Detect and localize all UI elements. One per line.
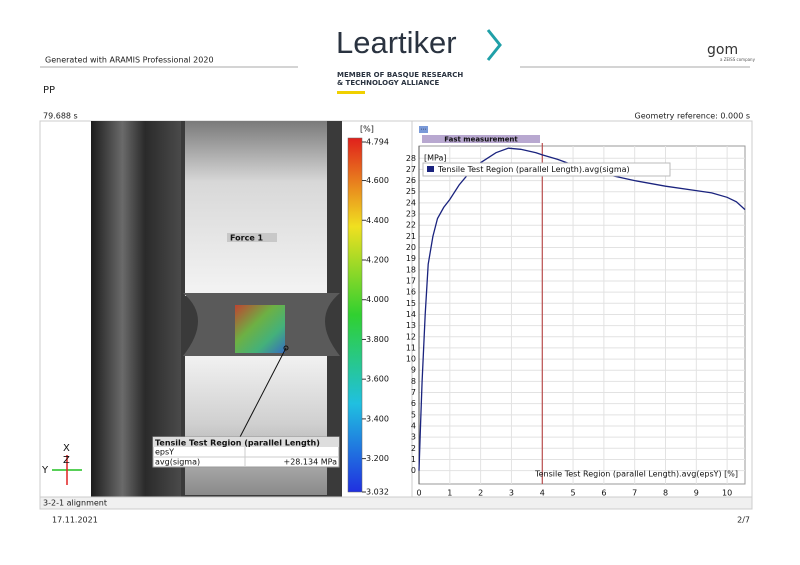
logo-chevron [486, 29, 502, 61]
probe-cell: +28.134 MPa [283, 458, 337, 467]
y-tick-label: 10 [406, 355, 416, 364]
x-tick-label: 7 [632, 489, 637, 498]
y-tick-label: 17 [406, 276, 416, 285]
colorbar-tick-label: 4.794 [366, 138, 389, 147]
colorbar-tick-label: 4.600 [366, 176, 389, 185]
y-tick-label: 5 [411, 410, 416, 419]
y-tick-label: 8 [411, 377, 416, 386]
strain-patch [235, 305, 285, 353]
x-tick-label: 9 [694, 489, 699, 498]
y-tick-label: 25 [406, 187, 416, 196]
stage-time: 79.688 s [43, 112, 78, 121]
axis-label: Y [41, 465, 49, 476]
y-tick-label: 6 [411, 399, 416, 408]
y-tick-label: 19 [406, 254, 416, 263]
colorbar [347, 137, 363, 493]
project: PP [43, 85, 55, 96]
x-tick-label: 1 [447, 489, 452, 498]
y-tick-label: 24 [406, 198, 416, 207]
axis-label: X [63, 443, 70, 454]
colorbar-tick-label: 4.200 [366, 255, 389, 264]
y-tick-label: 20 [406, 243, 416, 252]
x-tick-label: 0 [416, 489, 421, 498]
colorbar-tick-label: 3.032 [366, 488, 389, 497]
y-tick-label: 12 [406, 332, 416, 341]
geometry-reference: Geometry reference: 0.000 s [635, 112, 750, 121]
legend-swatch [427, 166, 434, 172]
image-shadow [91, 121, 181, 497]
colorbar-ticks: 4.794 4.600 4.400 4.200 4.000 3.800 3.600 3.400… [362, 138, 389, 497]
y-tick-label: 16 [406, 288, 416, 297]
colorbar-tick-label: 4.400 [366, 216, 389, 225]
x-tick-label: 4 [540, 489, 545, 498]
alignment: 3-2-1 alignment [43, 499, 107, 508]
x-tick-label: 8 [663, 489, 668, 498]
probe-cell: epsY [155, 448, 174, 457]
plot-area [418, 145, 746, 485]
y-tick-label: 1 [411, 455, 416, 464]
page-number: 2/7 [737, 516, 750, 525]
y-tick-label: 22 [406, 221, 416, 230]
y-tick-label: 15 [406, 299, 416, 308]
x-tick-label: 6 [601, 489, 606, 498]
image-upper [185, 121, 327, 296]
colorbar-tick-label: 3.800 [366, 335, 389, 344]
y-tick-label: 27 [406, 165, 416, 174]
force-tag [227, 233, 277, 242]
image-lower [185, 355, 327, 495]
y-tick-label: 11 [406, 343, 416, 352]
brand-sub: a ZEISS company [720, 57, 756, 62]
legend-label: Tensile Test Region (parallel Length).av… [437, 165, 630, 174]
probe-title: Tensile Test Region (parallel Length) [155, 439, 320, 448]
stage-bar [422, 135, 540, 143]
chart: 0123456789101112131415161718192021222324… [406, 125, 746, 498]
legend-box [422, 162, 671, 177]
x-tick-label: 2 [478, 489, 483, 498]
probe-point [283, 345, 289, 351]
generator: Generated with ARAMIS Professional 2020 [45, 56, 214, 65]
y-unit: [MPa] [424, 154, 447, 163]
colorbar-tick-label: 3.200 [366, 454, 389, 463]
probe-leader [239, 347, 287, 438]
x-tick-label: 5 [571, 489, 576, 498]
logo-bar [337, 91, 365, 94]
y-tick-label: 3 [411, 433, 416, 442]
y-tick-label: 28 [406, 154, 416, 163]
menu-button[interactable] [419, 126, 428, 133]
colorbar-unit: [%] [360, 125, 374, 134]
probe-cell: avg(sigma) [155, 458, 200, 467]
y-tick-label: 9 [411, 366, 416, 375]
y-tick-label: 21 [406, 232, 416, 241]
member-line: & TECHNOLOGY ALLIANCE [337, 79, 440, 87]
colorbar-tick-label: 3.600 [366, 375, 389, 384]
y-tick-label: 2 [411, 444, 416, 453]
y-tick-label: 13 [406, 321, 416, 330]
y-tick-label: 4 [411, 421, 416, 430]
series-line [418, 147, 746, 471]
colorbar-tick-label: 4.000 [366, 295, 389, 304]
axis-label: Z [63, 455, 70, 466]
force-label: Force 1 [230, 234, 264, 243]
menu-label[interactable]: ... [421, 125, 427, 132]
x-tick-label: 3 [509, 489, 514, 498]
y-tick-label: 7 [411, 388, 416, 397]
logo: Leartiker [336, 25, 457, 60]
y-tick-label: 26 [406, 176, 416, 185]
probe-head [153, 437, 339, 447]
member-line: MEMBER OF BASQUE RESEARCH [337, 71, 463, 79]
alignment-bar [39, 496, 753, 510]
date: 17.11.2021 [52, 516, 98, 525]
x-axis-label: Tensile Test Region (parallel Length).av… [534, 470, 738, 479]
brand: gom [707, 42, 738, 58]
y-tick-label: 0 [411, 466, 416, 475]
y-tick-label: 23 [406, 210, 416, 219]
colorbar-tick-label: 3.400 [366, 414, 389, 423]
y-tick-label: 14 [406, 310, 416, 319]
x-tick-label: 10 [722, 489, 732, 498]
y-tick-label: 18 [406, 265, 416, 274]
stage-label: Fast measurement [444, 136, 518, 144]
